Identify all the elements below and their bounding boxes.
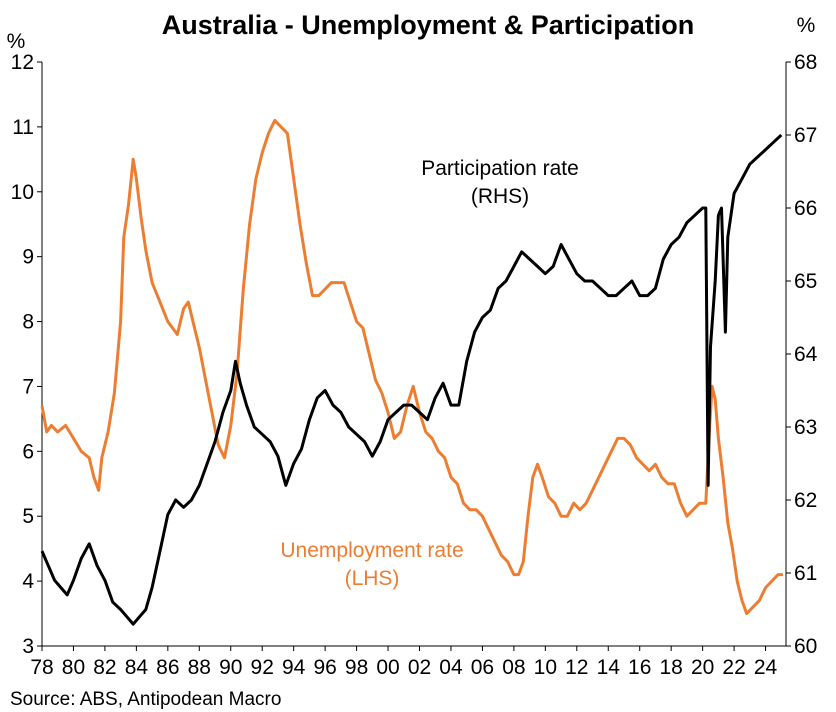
left-tick-label: 5	[22, 505, 34, 528]
right-tick-label: 67	[794, 124, 817, 147]
x-tick-label: 92	[251, 656, 274, 679]
right-tick-label: 66	[794, 197, 817, 220]
left-axis: 3 4 5 6 7 8 9 10 11 12	[11, 51, 42, 658]
x-tick-label: 24	[754, 656, 778, 679]
right-axis-unit: %	[797, 14, 816, 37]
source-note: Source: ABS, Antipodean Macro	[10, 689, 281, 710]
right-tick-label: 68	[794, 51, 817, 74]
x-tick-label: 88	[188, 656, 211, 679]
left-tick-label: 6	[22, 440, 34, 463]
right-tick-label: 62	[794, 489, 817, 512]
x-tick-label: 80	[62, 656, 85, 679]
right-tick-label: 65	[794, 270, 817, 293]
x-tick-label: 02	[408, 656, 431, 679]
x-tick-label: 78	[30, 656, 53, 679]
left-tick-label: 10	[11, 181, 34, 204]
x-tick-label: 06	[471, 656, 494, 679]
left-tick-label: 8	[22, 311, 34, 334]
left-tick-label: 12	[11, 51, 34, 74]
left-tick-label: 9	[22, 246, 34, 269]
left-tick-label: 7	[22, 375, 34, 398]
x-tick-label: 94	[282, 656, 306, 679]
x-tick-label: 00	[376, 656, 399, 679]
x-tick-label: 20	[691, 656, 714, 679]
right-tick-label: 64	[794, 343, 818, 366]
unemployment-label-line2: (LHS)	[345, 567, 400, 590]
chart-title: Australia - Unemployment & Participation	[162, 10, 695, 40]
x-tick-label: 82	[93, 656, 116, 679]
series-line-participation-rate	[40, 133, 783, 626]
x-tick-label: 90	[219, 656, 242, 679]
x-tick-label: 22	[722, 656, 745, 679]
right-axis: 60 61 62 63 64 65 66 67 68	[786, 51, 818, 658]
x-tick-label: 12	[565, 656, 588, 679]
x-tick-label: 84	[125, 656, 149, 679]
unemployment-label-line1: Unemployment rate	[280, 539, 463, 562]
left-axis-unit: %	[7, 30, 26, 53]
left-tick-label: 11	[12, 116, 34, 139]
x-axis: 78 80 82 84 86 88 90 92 94 96 98 00 02 04 06 08 10 12 14 16…	[30, 646, 778, 679]
x-tick-label: 96	[313, 656, 336, 679]
x-tick-label: 08	[502, 656, 525, 679]
right-tick-label: 61	[794, 562, 817, 585]
x-tick-label: 16	[628, 656, 651, 679]
x-tick-label: 10	[534, 656, 557, 679]
x-tick-label: 18	[659, 656, 682, 679]
participation-label-line2: (RHS)	[471, 185, 529, 208]
participation-label-line1: Participation rate	[421, 157, 579, 180]
x-tick-label: 98	[345, 656, 368, 679]
right-tick-label: 63	[794, 416, 817, 439]
right-tick-label: 60	[794, 635, 817, 658]
x-tick-label: 14	[597, 656, 621, 679]
left-tick-label: 4	[22, 570, 34, 593]
x-tick-label: 04	[439, 656, 463, 679]
x-tick-label: 86	[156, 656, 179, 679]
left-tick-label: 3	[22, 635, 34, 658]
